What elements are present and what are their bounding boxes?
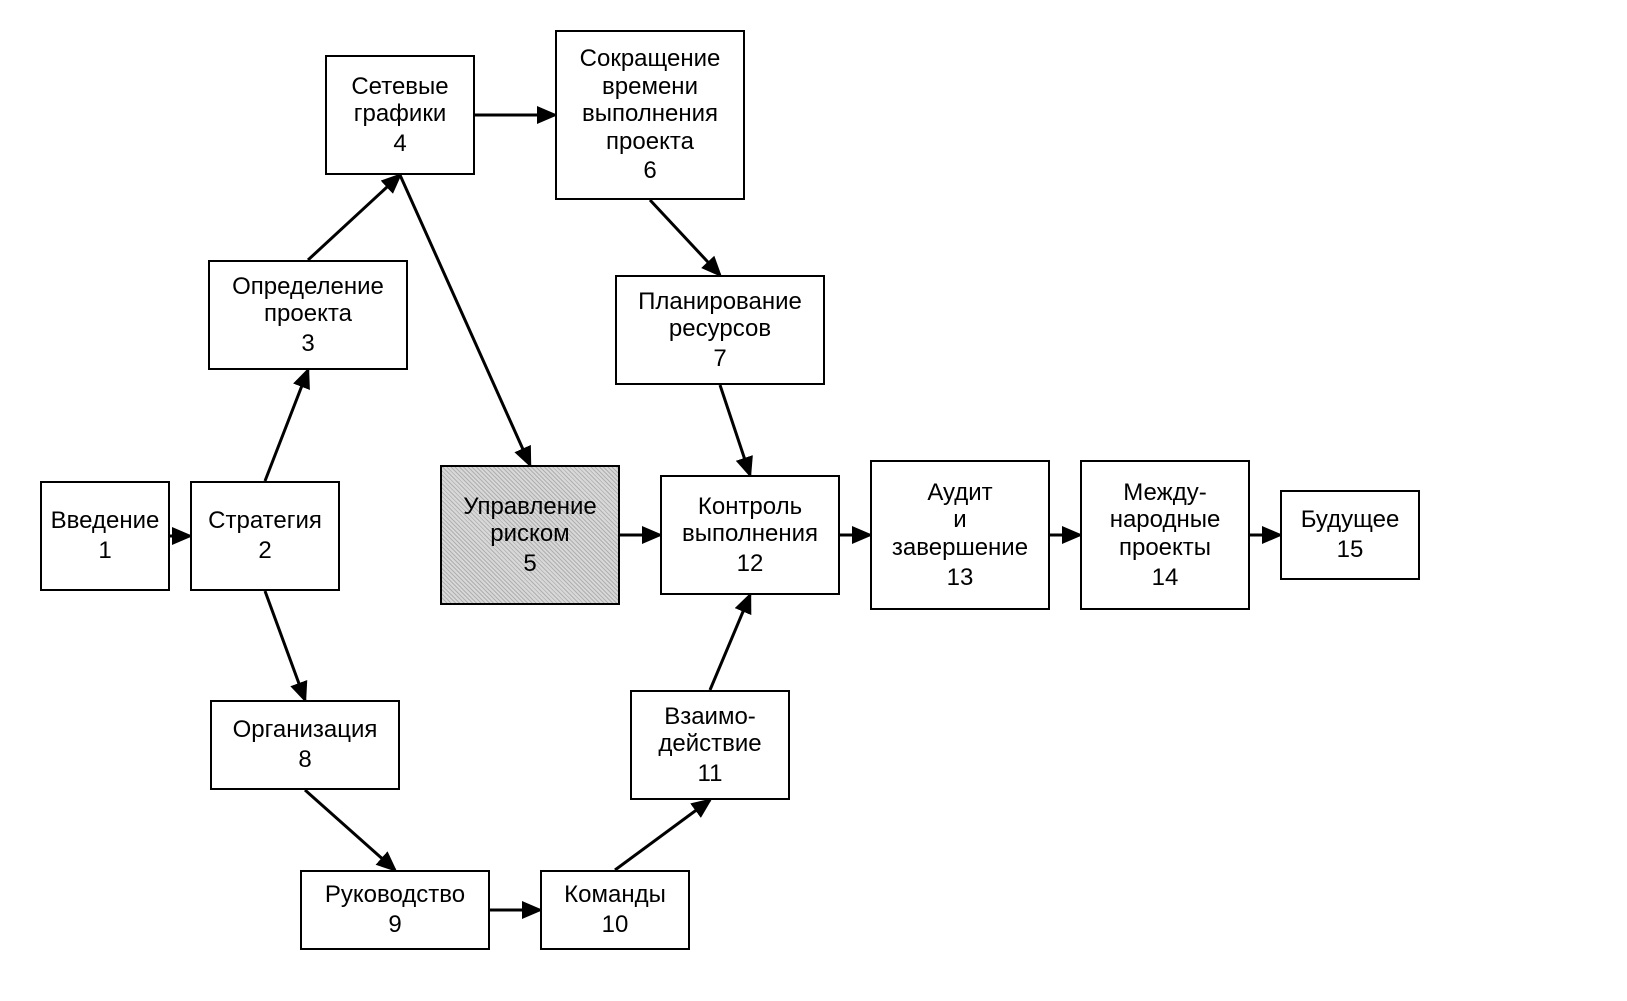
flow-node-number: 9 [388,911,401,939]
flow-node-n3: Определение проекта3 [208,260,408,370]
flow-node-number: 13 [947,564,974,592]
flow-node-label: Введение [51,507,160,535]
flow-node-label: Планирование ресурсов [638,288,802,343]
flow-node-n15: Будущее15 [1280,490,1420,580]
flow-node-n9: Руководство9 [300,870,490,950]
flow-node-n14: Между- народные проекты14 [1080,460,1250,610]
flow-node-n11: Взаимо- действие11 [630,690,790,800]
flow-node-number: 7 [713,345,726,373]
flow-node-label: Управление риском [463,493,596,548]
flow-node-number: 14 [1152,564,1179,592]
flow-node-label: Сокращение времени выполнения проекта [580,45,721,155]
flow-node-number: 10 [602,911,629,939]
flow-edge [305,790,395,870]
flow-node-label: Аудит и завершение [892,479,1028,562]
flow-node-label: Руководство [325,881,465,909]
flow-node-number: 2 [258,537,271,565]
flow-node-number: 11 [698,760,723,788]
flow-node-n13: Аудит и завершение13 [870,460,1050,610]
flow-edge [265,591,305,700]
flow-node-n1: Введение1 [40,481,170,591]
flow-node-label: Определение проекта [232,273,384,328]
flow-node-label: Организация [233,716,378,744]
flow-node-n6: Сокращение времени выполнения проекта6 [555,30,745,200]
flow-node-label: Контроль выполнения [682,493,818,548]
flowchart-canvas: Введение1Стратегия2Определение проекта3С… [0,0,1627,1001]
flow-node-number: 6 [643,157,656,185]
flow-node-n4: Сетевые графики4 [325,55,475,175]
flow-node-label: Будущее [1301,506,1400,534]
flow-edge [400,175,530,465]
flow-node-label: Стратегия [208,507,322,535]
flow-edge [650,200,720,275]
flow-node-number: 1 [98,537,111,565]
flow-node-number: 15 [1337,536,1364,564]
flow-node-label: Взаимо- действие [658,703,761,758]
flow-node-n12: Контроль выполнения12 [660,475,840,595]
flow-node-n8: Организация8 [210,700,400,790]
flow-edge [265,370,308,481]
flow-node-n7: Планирование ресурсов7 [615,275,825,385]
flow-node-label: Команды [564,881,666,909]
flow-node-number: 5 [523,550,536,578]
flow-node-number: 4 [393,130,406,158]
flow-node-n5: Управление риском5 [440,465,620,605]
flow-node-number: 8 [298,746,311,774]
flow-edge [720,385,750,475]
flow-node-label: Сетевые графики [351,73,448,128]
flow-node-n10: Команды10 [540,870,690,950]
flow-node-n2: Стратегия2 [190,481,340,591]
flow-edge [710,595,750,690]
flow-node-number: 3 [301,330,314,358]
flow-edge [615,800,710,870]
flow-edge [308,175,400,260]
flow-node-number: 12 [737,550,764,578]
flow-node-label: Между- народные проекты [1110,479,1221,562]
